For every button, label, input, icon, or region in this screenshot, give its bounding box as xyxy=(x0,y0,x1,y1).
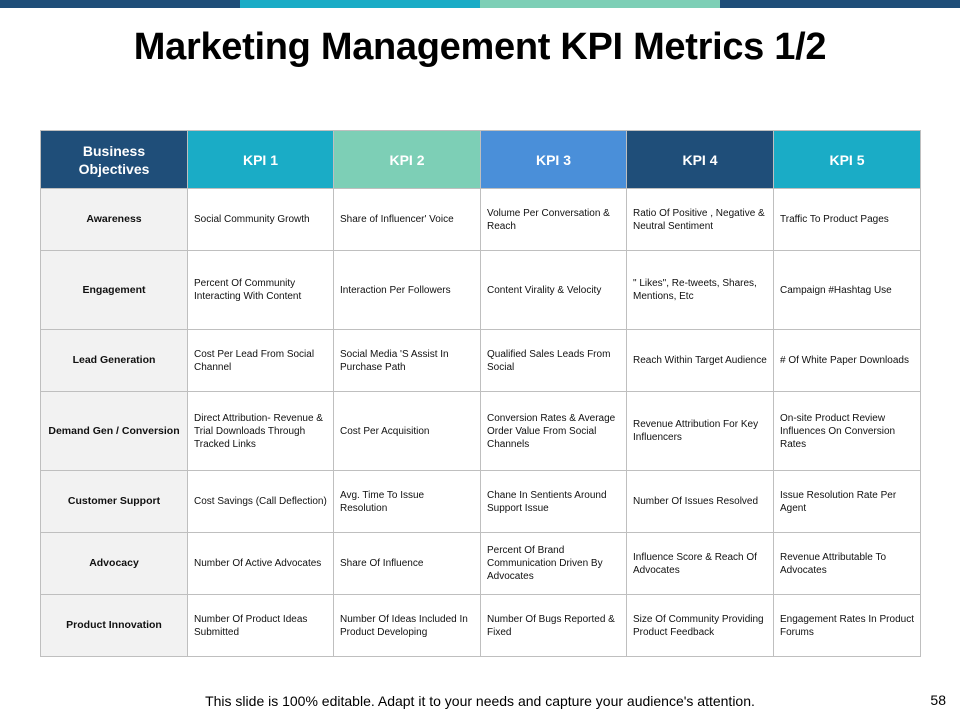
table-cell: Content Virality & Velocity xyxy=(480,250,627,330)
top-bar-segment xyxy=(240,0,480,8)
kpi-table: Business Objectives KPI 1 KPI 2 KPI 3 KP… xyxy=(40,130,921,657)
table-header-row: Business Objectives KPI 1 KPI 2 KPI 3 KP… xyxy=(40,130,921,189)
table-cell: Qualified Sales Leads From Social xyxy=(480,329,627,392)
table-cell: Revenue Attributable To Advocates xyxy=(773,532,921,595)
table-cell: On-site Product Review Influences On Con… xyxy=(773,391,921,471)
header-kpi-3: KPI 3 xyxy=(480,130,627,189)
table-cell: Share of Influencer' Voice xyxy=(333,188,481,251)
table-cell: Number Of Active Advocates xyxy=(187,532,334,595)
table-cell: Number Of Issues Resolved xyxy=(626,470,774,533)
table-cell: Number Of Bugs Reported & Fixed xyxy=(480,594,627,657)
top-bar-segment xyxy=(0,0,240,8)
header-kpi-1: KPI 1 xyxy=(187,130,334,189)
row-objective: Demand Gen / Conversion xyxy=(40,391,188,471)
table-row: Product Innovation Number Of Product Ide… xyxy=(40,594,921,657)
top-color-bar xyxy=(0,0,960,8)
table-cell: Cost Per Lead From Social Channel xyxy=(187,329,334,392)
table-cell: Cost Per Acquisition xyxy=(333,391,481,471)
table-cell: Number Of Product Ideas Submitted xyxy=(187,594,334,657)
table-cell: Engagement Rates In Product Forums xyxy=(773,594,921,657)
table-cell: Conversion Rates & Average Order Value F… xyxy=(480,391,627,471)
table-row: Demand Gen / Conversion Direct Attributi… xyxy=(40,391,921,471)
top-bar-segment xyxy=(480,0,720,8)
table-cell: Reach Within Target Audience xyxy=(626,329,774,392)
table-cell: Social Community Growth xyxy=(187,188,334,251)
table-row: Advocacy Number Of Active Advocates Shar… xyxy=(40,532,921,595)
header-kpi-5: KPI 5 xyxy=(773,130,921,189)
table-cell: Traffic To Product Pages xyxy=(773,188,921,251)
table-cell: Social Media 'S Assist In Purchase Path xyxy=(333,329,481,392)
row-objective: Lead Generation xyxy=(40,329,188,392)
table-cell: Revenue Attribution For Key Influencers xyxy=(626,391,774,471)
row-objective: Awareness xyxy=(40,188,188,251)
table-row: Lead Generation Cost Per Lead From Socia… xyxy=(40,329,921,392)
table-cell: Size Of Community Providing Product Feed… xyxy=(626,594,774,657)
table-cell: Percent Of Brand Communication Driven By… xyxy=(480,532,627,595)
row-objective: Advocacy xyxy=(40,532,188,595)
table-cell: Number Of Ideas Included In Product Deve… xyxy=(333,594,481,657)
table-cell: Cost Savings (Call Deflection) xyxy=(187,470,334,533)
page-number: 58 xyxy=(930,692,946,708)
top-bar-segment xyxy=(720,0,960,8)
table-cell: # Of White Paper Downloads xyxy=(773,329,921,392)
table-cell: Avg. Time To Issue Resolution xyxy=(333,470,481,533)
table-cell: Chane In Sentients Around Support Issue xyxy=(480,470,627,533)
table-cell: Campaign #Hashtag Use xyxy=(773,250,921,330)
table-cell: Volume Per Conversation & Reach xyxy=(480,188,627,251)
row-objective: Engagement xyxy=(40,250,188,330)
row-objective: Customer Support xyxy=(40,470,188,533)
table-cell: Issue Resolution Rate Per Agent xyxy=(773,470,921,533)
header-business-objectives: Business Objectives xyxy=(40,130,188,189)
table-cell: " Likes", Re-tweets, Shares, Mentions, E… xyxy=(626,250,774,330)
table-cell: Interaction Per Followers xyxy=(333,250,481,330)
table-cell: Influence Score & Reach Of Advocates xyxy=(626,532,774,595)
table-row: Customer Support Cost Savings (Call Defl… xyxy=(40,470,921,533)
footer-note: This slide is 100% editable. Adapt it to… xyxy=(205,693,755,709)
row-objective: Product Innovation xyxy=(40,594,188,657)
table-cell: Percent Of Community Interacting With Co… xyxy=(187,250,334,330)
table-row: Engagement Percent Of Community Interact… xyxy=(40,250,921,330)
table-cell: Direct Attribution- Revenue & Trial Down… xyxy=(187,391,334,471)
slide-title: Marketing Management KPI Metrics 1/2 xyxy=(133,26,827,68)
table-cell: Ratio Of Positive , Negative & Neutral S… xyxy=(626,188,774,251)
table-cell: Share Of Influence xyxy=(333,532,481,595)
table-row: Awareness Social Community Growth Share … xyxy=(40,188,921,251)
header-kpi-4: KPI 4 xyxy=(626,130,774,189)
header-kpi-2: KPI 2 xyxy=(333,130,481,189)
